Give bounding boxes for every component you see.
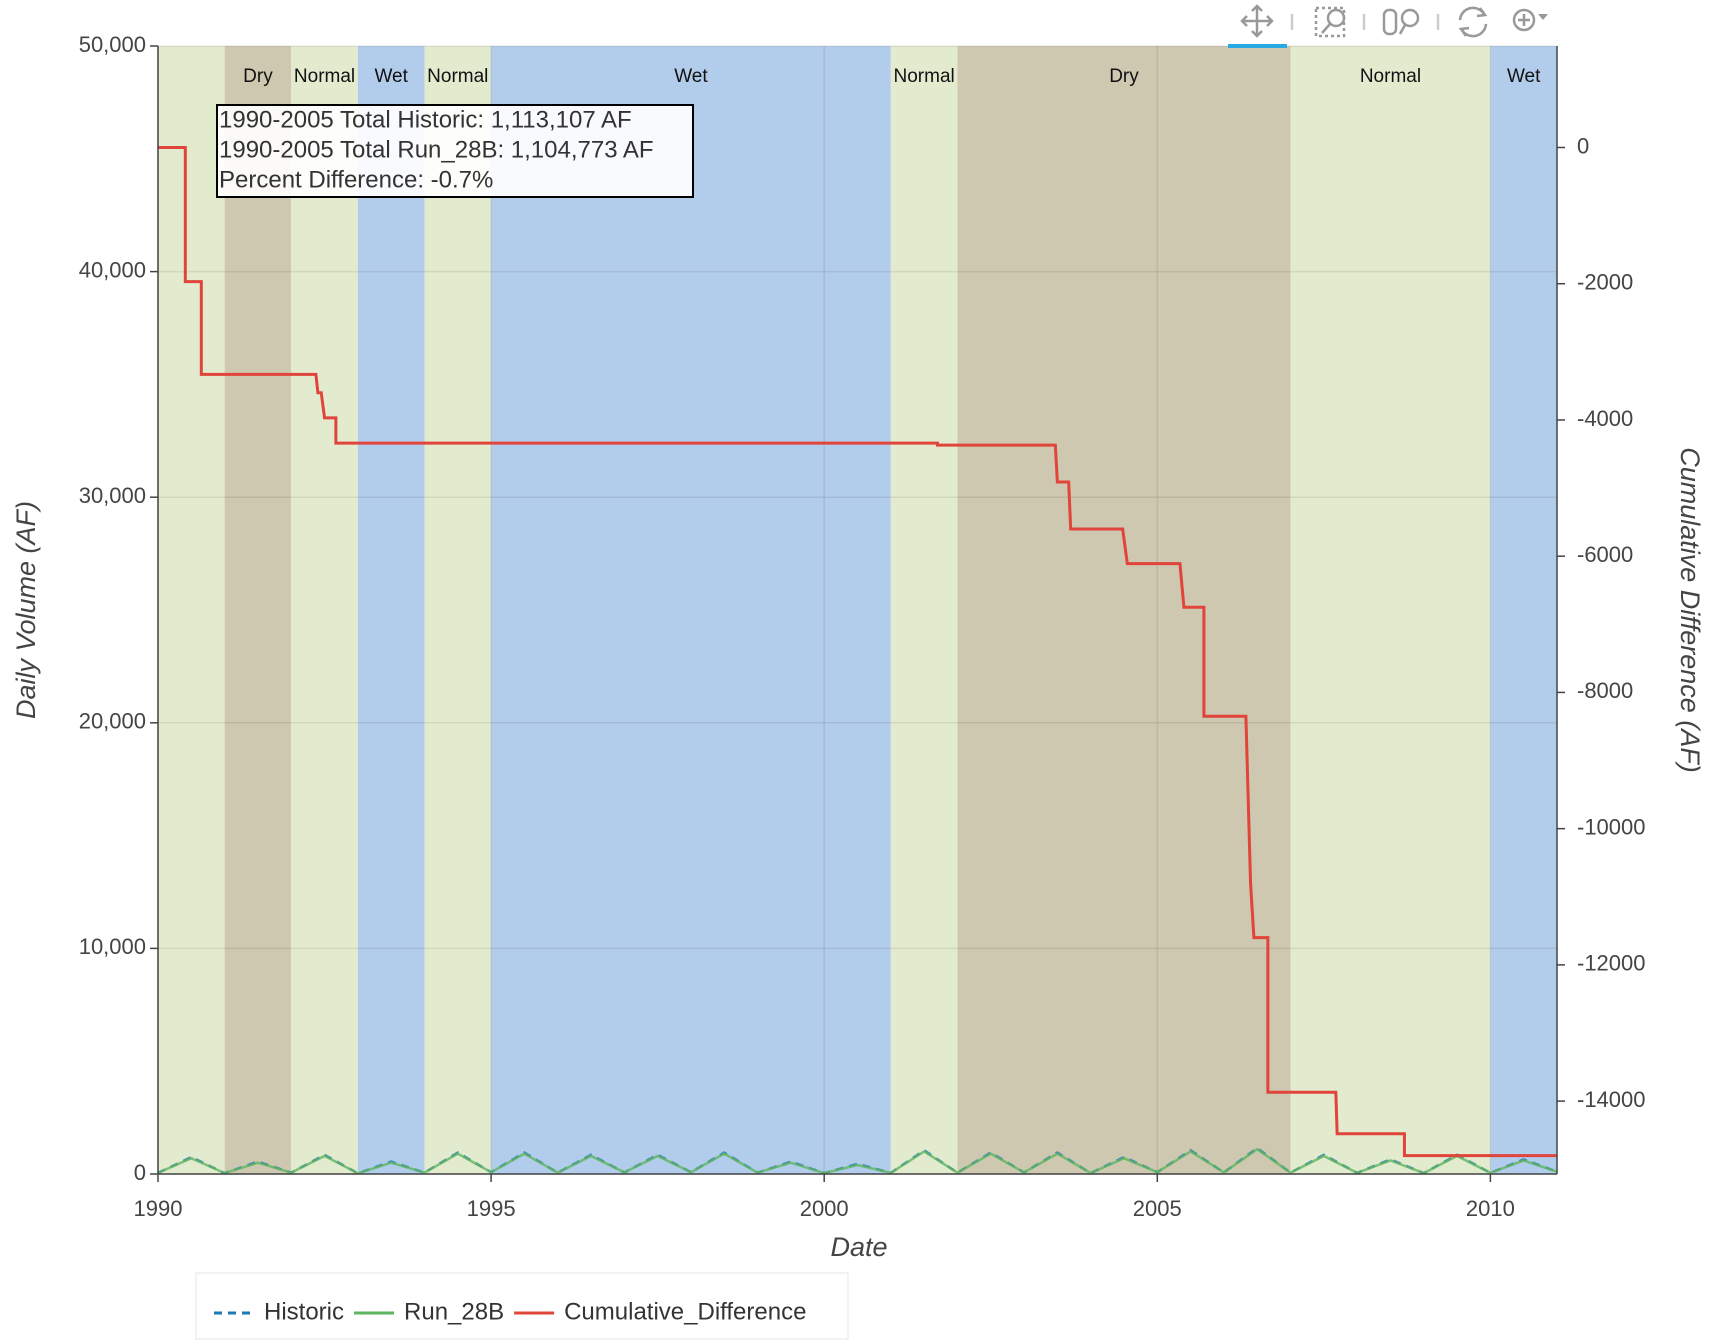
- y-tick-label: 50,000: [79, 32, 146, 57]
- season-bands: Dry Normal Wet Normal Wet Normal Dry Normal Wet: [158, 46, 1557, 1174]
- x-tick-label: 2005: [1133, 1196, 1182, 1221]
- hover-tool[interactable]: [1512, 8, 1548, 32]
- y2-tick-label: -4000: [1577, 406, 1633, 431]
- stat-line: 1990-2005 Total Historic: 1,113,107 AF: [219, 106, 632, 133]
- season-band: [957, 46, 1291, 1174]
- band-label: Normal: [1360, 66, 1421, 87]
- y2-tick-label: -10000: [1577, 814, 1646, 839]
- y-tick-label: 10,000: [79, 934, 146, 959]
- y2-tick-label: -14000: [1577, 1087, 1646, 1112]
- band-label: Normal: [894, 66, 955, 87]
- band-label: Dry: [243, 66, 273, 87]
- band-label: Wet: [674, 66, 708, 87]
- season-band: [424, 46, 492, 1174]
- band-label: Normal: [294, 66, 355, 87]
- x-axis-title: Date: [830, 1232, 887, 1262]
- y-tick-label: 0: [134, 1160, 146, 1185]
- stat-line: 1990-2005 Total Run_28B: 1,104,773 AF: [219, 136, 654, 163]
- y-tick-label: 20,000: [79, 709, 146, 734]
- x-tick-label: 1995: [467, 1196, 516, 1221]
- axes: 0 10,000 20,000 30,000 40,000 50,000 1990 1995 2…: [79, 32, 1646, 1221]
- band-label: Dry: [1109, 66, 1139, 87]
- season-band: [491, 46, 891, 1174]
- season-band: [1290, 46, 1491, 1174]
- stat-line: Percent Difference: -0.7%: [219, 166, 493, 193]
- band-label: Normal: [427, 66, 488, 87]
- band-label: Wet: [1507, 66, 1541, 87]
- y2-tick-label: 0: [1577, 133, 1589, 158]
- legend-box: [195, 1272, 849, 1340]
- y2-axis-title: Cumulative Difference (AF): [1675, 447, 1705, 773]
- y2-tick-label: -12000: [1577, 951, 1646, 976]
- legend: Historic Run_28B Cumulative_Difference: [214, 1298, 806, 1325]
- band-label: Wet: [374, 66, 408, 87]
- grid: [157, 45, 1557, 1175]
- x-tick-label: 2000: [800, 1196, 849, 1221]
- season-band: [1490, 46, 1557, 1174]
- wheel-zoom-tool[interactable]: [1382, 8, 1420, 36]
- pan-tool[interactable]: [1228, 4, 1287, 48]
- legend-label: Historic: [264, 1298, 344, 1325]
- reset-tool[interactable]: [1458, 6, 1488, 38]
- box-zoom-tool[interactable]: [1314, 6, 1346, 38]
- legend-label: Run_28B: [404, 1298, 504, 1325]
- season-band: [224, 46, 292, 1174]
- y-tick-label: 30,000: [79, 483, 146, 508]
- season-band: [291, 46, 358, 1174]
- y2-tick-label: -6000: [1577, 542, 1633, 567]
- series-line: [158, 145, 1557, 1158]
- legend-label: Cumulative_Difference: [564, 1298, 806, 1325]
- x-tick-label: 2010: [1466, 1196, 1515, 1221]
- stat-box: [216, 104, 694, 198]
- x-tick-label: 1990: [134, 1196, 183, 1221]
- season-band: [357, 46, 425, 1174]
- y-tick-label: 40,000: [79, 257, 146, 282]
- season-band: [158, 46, 225, 1174]
- toolbar: [1228, 4, 1548, 48]
- y2-tick-label: -8000: [1577, 678, 1633, 703]
- series-line: [157, 1147, 1558, 1175]
- y-axis-title: Daily Volume (AF): [11, 501, 41, 719]
- y2-tick-label: -2000: [1577, 270, 1633, 295]
- lines: [157, 145, 1558, 1175]
- season-band: [890, 46, 958, 1174]
